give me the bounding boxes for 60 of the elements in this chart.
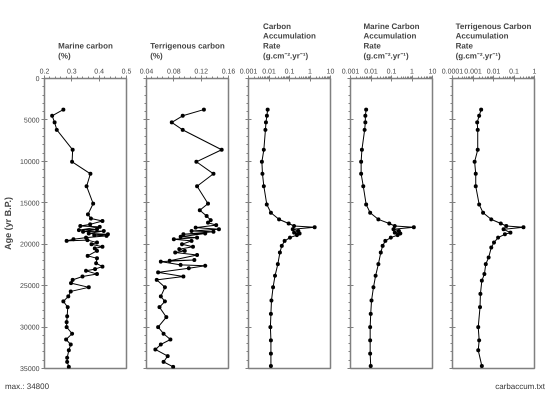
point xyxy=(220,148,224,152)
point xyxy=(157,305,162,310)
point xyxy=(162,332,166,336)
point xyxy=(194,226,198,230)
point xyxy=(180,242,184,246)
point xyxy=(190,244,195,249)
point xyxy=(195,236,200,240)
point xyxy=(168,338,172,342)
point xyxy=(192,258,196,262)
point xyxy=(171,364,176,368)
point xyxy=(206,220,210,225)
point xyxy=(154,278,159,282)
point xyxy=(162,299,167,304)
point xyxy=(181,274,186,279)
point xyxy=(198,208,202,212)
point xyxy=(173,250,178,254)
point xyxy=(178,234,183,239)
point xyxy=(208,218,213,222)
point xyxy=(164,315,168,320)
point xyxy=(182,248,187,253)
point xyxy=(153,347,158,352)
point xyxy=(216,227,221,232)
text: max.: 34800 xyxy=(5,381,50,392)
point xyxy=(195,184,200,188)
point xyxy=(177,247,182,252)
point xyxy=(158,342,163,346)
chart-title: Terrigenous carbon (%) xyxy=(150,42,225,60)
text: carbaccum.txt xyxy=(495,381,545,392)
point xyxy=(190,228,194,233)
point xyxy=(211,230,216,234)
point xyxy=(158,294,163,298)
point xyxy=(214,223,218,228)
point xyxy=(202,108,206,112)
point xyxy=(203,231,208,236)
point xyxy=(181,232,186,236)
chart-title: Marine Carbon Accumulation Rate (g.cm⁻².yr⁻¹) xyxy=(363,22,420,60)
point xyxy=(166,354,170,358)
point xyxy=(170,120,174,124)
point xyxy=(168,258,172,263)
point xyxy=(211,172,216,176)
point xyxy=(162,285,167,290)
point xyxy=(194,160,198,164)
point xyxy=(178,262,183,267)
point xyxy=(158,260,163,264)
point xyxy=(195,252,200,257)
point xyxy=(186,266,191,270)
point xyxy=(156,325,160,330)
point xyxy=(203,264,208,268)
y-axis-title: Age (yr B.P.) xyxy=(3,197,14,250)
point xyxy=(190,238,194,243)
point xyxy=(172,237,176,242)
chart-title: Carbon Accumulation Rate (g.cm⁻².yr⁻¹) xyxy=(263,22,316,60)
point xyxy=(162,360,166,364)
chart-title: Terrigenous Carbon Accumulation Rate (g.cm⁻².yr⁻¹) xyxy=(456,22,532,60)
point xyxy=(180,128,185,132)
point xyxy=(156,270,160,274)
point xyxy=(180,114,185,118)
point xyxy=(206,202,210,206)
chart-title: Marine carbon (%) xyxy=(58,42,113,60)
point xyxy=(204,214,209,218)
